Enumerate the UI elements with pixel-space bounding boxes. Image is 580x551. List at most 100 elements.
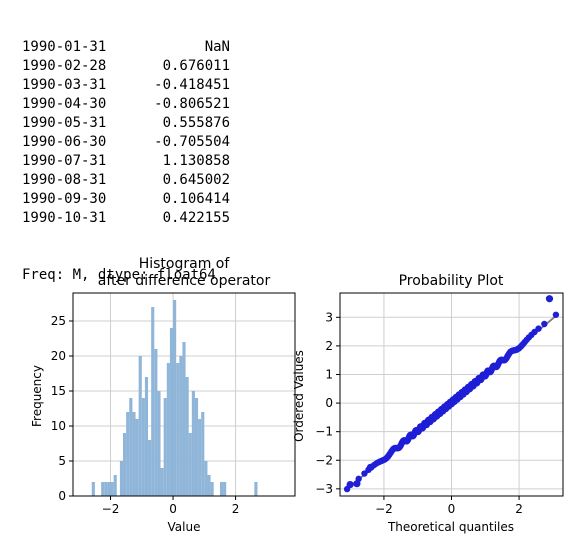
series-row: 1990-01-31 NaN [22, 38, 230, 57]
series-value: 0.676011 [162, 58, 230, 74]
histogram-ytick-label: 10 [51, 419, 66, 433]
histogram-bar [141, 398, 145, 496]
histogram-title-line-1: Histogram of [139, 256, 231, 272]
series-date: 1990-08-31 [22, 172, 107, 188]
histogram-bar [126, 412, 130, 496]
histogram-bar [191, 391, 195, 496]
histogram-ytick-label: 15 [51, 384, 66, 398]
histogram-frame [72, 292, 296, 497]
qq-xtick-label: 0 [448, 502, 456, 516]
series-row: 1990-09-30 0.106414 [22, 190, 230, 209]
series-date: 1990-05-31 [22, 115, 107, 131]
qq-ylabel: Ordered Values [292, 350, 306, 442]
series-value: 1.130858 [162, 153, 230, 169]
histogram-bar [138, 356, 142, 496]
series-value: 0.555876 [162, 115, 230, 131]
qq-xtick-label: −2 [375, 502, 393, 516]
histogram-bar [113, 475, 117, 496]
qq-ytick-label: −3 [315, 482, 333, 496]
histogram-bar [173, 300, 177, 496]
histogram-ytick-label: 5 [58, 454, 66, 468]
qq-point [346, 480, 354, 489]
series-value: 0.422155 [162, 210, 230, 226]
histogram-bar [144, 377, 149, 496]
series-date: 1990-10-31 [22, 210, 107, 226]
histogram-bar [169, 328, 174, 496]
histogram-xtick-label: −2 [102, 502, 120, 516]
histogram-bar [104, 482, 108, 496]
qq-point [353, 480, 361, 488]
series-date: 1990-07-31 [22, 153, 107, 169]
series-date: 1990-06-30 [22, 134, 107, 150]
histogram-bar [204, 461, 208, 496]
qq-points [343, 295, 560, 493]
series-rows: 1990-01-31 NaN 1990-02-28 0.676011 1990-03-3… [22, 38, 230, 228]
histogram-ytick-label: 20 [51, 349, 66, 363]
histogram-xlabel: Value [168, 520, 201, 534]
histogram-xtick-label: 0 [169, 502, 177, 516]
histogram-bar [135, 419, 139, 496]
histogram-bar [123, 433, 127, 496]
qq-ytick-label: 3 [325, 310, 333, 324]
qq-xtick-label: 2 [515, 502, 523, 516]
qq-ytick-label: 2 [325, 339, 333, 353]
histogram-bar [151, 307, 155, 496]
series-row: 1990-03-31 -0.418451 [22, 76, 230, 95]
histogram-bar [163, 398, 167, 496]
histogram-bar [185, 377, 189, 496]
series-date: 1990-01-31 [22, 39, 107, 55]
histogram-bar [132, 412, 136, 496]
series-date: 1990-03-31 [22, 77, 107, 93]
series-date: 1990-02-28 [22, 58, 107, 74]
histogram-bar [129, 398, 133, 496]
histogram-bar [179, 356, 183, 496]
qq-ticks: −2 0 2 −3 −2 −1 0 1 2 3 [315, 310, 523, 516]
qq-xlabel: Theoretical quantiles [387, 520, 514, 534]
histogram-bar [182, 342, 186, 496]
histogram-bar [207, 475, 211, 496]
qq-point [366, 463, 375, 472]
series-row: 1990-10-31 0.422155 [22, 209, 230, 228]
histogram-bar [157, 391, 161, 496]
qq-ytick-label: 0 [325, 396, 333, 410]
qq-point [535, 325, 542, 332]
qq-point [545, 295, 554, 303]
series-row: 1990-05-31 0.555876 [22, 114, 230, 133]
histogram-bar [219, 482, 224, 496]
histogram-bar [166, 363, 170, 496]
qq-title: Probability Plot [399, 273, 504, 289]
series-value: 0.645002 [162, 172, 230, 188]
series-output: 1990-01-31 NaN 1990-02-28 0.676011 1990-03-3… [22, 0, 230, 304]
histogram-bar [201, 412, 205, 496]
histogram-bar [107, 482, 111, 496]
series-value: -0.806521 [154, 96, 230, 112]
series-row: 1990-04-30 -0.806521 [22, 95, 230, 114]
histogram-bar [194, 398, 199, 496]
series-value: -0.418451 [154, 77, 230, 93]
histogram-bar [188, 433, 192, 496]
histogram-bar [160, 468, 164, 496]
histogram-bar [223, 482, 227, 496]
qq-point [541, 320, 548, 328]
histogram-xtick-label: 2 [232, 502, 240, 516]
histogram-bar [101, 482, 105, 496]
histogram-bar [198, 419, 202, 496]
histogram-bars [91, 300, 258, 496]
series-value: NaN [204, 39, 230, 55]
histogram-bar [119, 461, 124, 496]
series-date: 1990-09-30 [22, 191, 107, 207]
series-value: 0.106414 [162, 191, 230, 207]
probability-plot-panel: −2 0 2 −3 −2 −1 0 1 2 3 Probability Plot Theoreti… [292, 273, 564, 534]
histogram-ytick-label: 25 [51, 314, 66, 328]
series-date: 1990-04-30 [22, 96, 107, 112]
qq-ytick-label: −1 [315, 425, 333, 439]
qq-ytick-label: 1 [325, 367, 333, 381]
qq-point [552, 311, 560, 318]
series-row: 1990-06-30 -0.705504 [22, 133, 230, 152]
histogram-title-line-2: after difference operator [98, 273, 271, 289]
series-row: 1990-02-28 0.676011 [22, 57, 230, 76]
histogram-bar [176, 363, 180, 496]
histogram-bar [154, 349, 158, 496]
